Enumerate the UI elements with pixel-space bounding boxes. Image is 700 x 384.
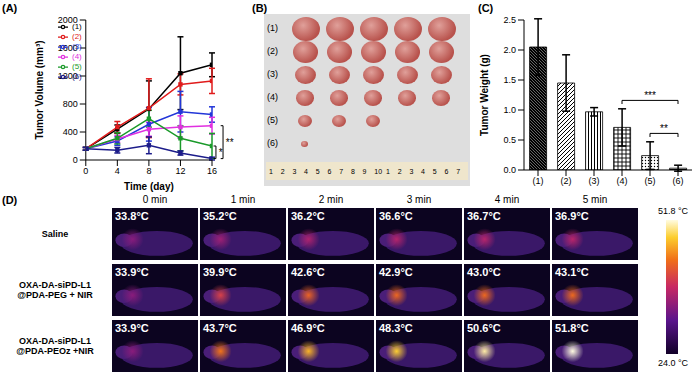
svg-text:2000: 2000 — [58, 15, 78, 25]
svg-text:800: 800 — [63, 99, 78, 109]
svg-text:Tumor Volume (mm³): Tumor Volume (mm³) — [34, 40, 45, 139]
svg-text:(2): (2) — [561, 176, 572, 186]
svg-text:(4): (4) — [617, 176, 628, 186]
svg-text:2.0: 2.0 — [503, 45, 516, 55]
svg-text:400: 400 — [63, 127, 78, 137]
svg-text:Tumor Weight (g): Tumor Weight (g) — [479, 54, 490, 136]
svg-text:*: * — [219, 147, 223, 158]
svg-text:0.5: 0.5 — [503, 135, 516, 145]
svg-text:(3): (3) — [589, 176, 600, 186]
svg-text:16: 16 — [207, 166, 217, 176]
svg-text:**: ** — [226, 137, 234, 148]
svg-text:8: 8 — [146, 166, 151, 176]
svg-text:(5): (5) — [645, 176, 656, 186]
svg-text:**: ** — [660, 123, 668, 134]
svg-text:Time (day): Time (day) — [124, 181, 174, 192]
svg-text:1200: 1200 — [58, 71, 78, 81]
svg-text:0: 0 — [73, 155, 78, 165]
svg-text:12: 12 — [175, 166, 185, 176]
svg-text:(6): (6) — [673, 176, 684, 186]
svg-text:2.5: 2.5 — [503, 15, 516, 25]
svg-text:1.0: 1.0 — [503, 105, 516, 115]
svg-text:1.5: 1.5 — [503, 75, 516, 85]
svg-text:***: *** — [644, 90, 656, 101]
svg-text:0.0: 0.0 — [503, 165, 516, 175]
svg-text:(1): (1) — [533, 176, 544, 186]
svg-text:1600: 1600 — [58, 43, 78, 53]
svg-text:0: 0 — [83, 166, 88, 176]
svg-text:4: 4 — [115, 166, 120, 176]
